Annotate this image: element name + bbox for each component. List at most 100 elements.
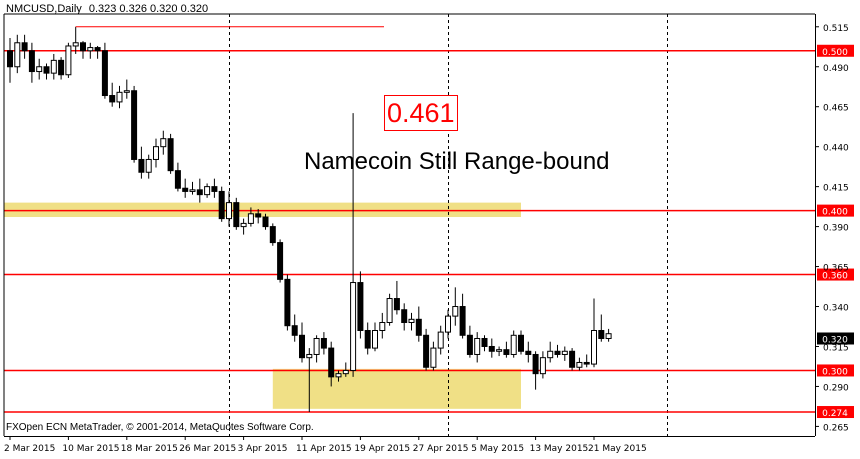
level-tag-0 (817, 44, 854, 57)
candle-body-55 (408, 318, 415, 324)
candle-body-33 (247, 213, 254, 224)
y-tick-label-10: 0.265 (823, 423, 849, 433)
candle-body-13 (101, 50, 108, 97)
current-price-tag (817, 332, 854, 345)
zone-0 (4, 202, 521, 218)
candle-body-6 (50, 59, 57, 74)
candle-body-26 (196, 189, 203, 196)
candle-body-45 (335, 373, 342, 378)
candle-body-43 (320, 337, 327, 349)
candle-body-75 (554, 350, 561, 355)
candle-body-72 (532, 353, 539, 375)
symbol-label: NMCUSD,Daily (6, 3, 82, 15)
candle-body-19 (145, 158, 152, 173)
x-tick-label-8: 5 May 2015 (471, 444, 524, 454)
candle-body-17 (131, 90, 138, 160)
candle-body-30 (226, 202, 232, 220)
level-tag-label-2: 0.360 (822, 272, 848, 282)
candle-body-52 (386, 298, 393, 324)
candle-body-47 (350, 282, 357, 371)
candle-body-73 (539, 357, 546, 375)
x-tick-label-4: 3 Apr 2015 (238, 444, 288, 454)
candle-body-16 (123, 90, 130, 93)
candle-body-68 (503, 349, 510, 355)
candle-body-44 (328, 347, 335, 378)
candle-body-57 (423, 334, 430, 368)
x-tick-label-7: 27 Apr 2015 (413, 444, 469, 454)
candle-body-23 (174, 170, 181, 189)
candle-body-9 (72, 42, 79, 47)
y-tick-label-5: 0.390 (823, 224, 849, 234)
candle-body-58 (430, 347, 437, 368)
candle-body-63 (466, 334, 473, 355)
y-tick-label-1: 0.490 (823, 64, 849, 74)
level-tag-4 (817, 406, 854, 419)
candle-body-64 (474, 337, 481, 355)
candle-body-70 (518, 334, 524, 352)
candle-body-15 (116, 91, 123, 103)
candle-body-48 (357, 282, 364, 331)
candle-body-76 (561, 350, 568, 355)
candle-body-25 (189, 189, 196, 192)
candle-body-31 (233, 202, 240, 228)
level-tag-label-1: 0.400 (822, 208, 848, 218)
candle-body-1 (14, 42, 21, 68)
candle-body-0 (7, 50, 13, 68)
high-callout: 0.461 (384, 95, 458, 131)
x-tick-label-3: 26 Mar 2015 (179, 444, 236, 454)
candle-body-12 (94, 47, 101, 52)
candle-body-29 (218, 190, 225, 220)
candle-body-79 (583, 361, 590, 365)
level-tag-2 (817, 268, 854, 281)
candle-body-60 (445, 315, 451, 333)
candle-body-34 (255, 213, 262, 218)
candle-body-65 (481, 337, 488, 347)
x-tick-label-2: 18 Mar 2015 (121, 444, 178, 454)
candle-body-81 (598, 330, 605, 339)
candle-body-77 (569, 350, 576, 368)
candle-body-18 (138, 158, 145, 173)
candle-body-27 (204, 186, 211, 196)
candle-body-32 (240, 222, 247, 228)
candle-body-80 (591, 330, 597, 365)
ohlc-values: 0.323 0.326 0.320 0.320 (88, 3, 209, 15)
candle-body-62 (459, 306, 466, 336)
level-tag-label-4: 0.274 (822, 409, 848, 419)
candle-body-78 (576, 361, 583, 368)
y-tick-label-3: 0.440 (823, 144, 849, 154)
y-tick-label-7: 0.340 (823, 304, 849, 314)
y-tick-label-6: 0.365 (823, 264, 849, 274)
candle-body-67 (496, 349, 503, 352)
candle-body-11 (87, 47, 94, 52)
level-tag-3 (817, 364, 854, 377)
candle-body-50 (372, 330, 378, 349)
chart-header: NMCUSD,Daily 0.323 0.326 0.320 0.320 (6, 3, 208, 15)
y-tick-label-9: 0.290 (823, 383, 849, 393)
candle-body-21 (160, 138, 167, 148)
candle-body-53 (393, 298, 400, 311)
copyright-footer: FXOpen ECN MetaTrader, © 2001-2014, Meta… (6, 422, 314, 433)
candle-body-36 (269, 226, 276, 244)
chart-title: Namecoin Still Range-bound (304, 148, 610, 175)
candle-body-69 (510, 334, 517, 355)
level-tag-label-0: 0.500 (822, 48, 848, 58)
current-price-label: 0.320 (822, 335, 848, 345)
candle-body-56 (415, 318, 422, 336)
level-tag-1 (817, 204, 854, 217)
candle-body-71 (525, 350, 532, 355)
candle-body-41 (306, 353, 313, 359)
candle-body-8 (65, 45, 72, 76)
level-tag-label-3: 0.300 (822, 367, 848, 377)
candle-body-46 (342, 369, 349, 375)
y-tick-label-8: 0.315 (823, 343, 849, 353)
candle-body-14 (109, 95, 116, 103)
candle-body-59 (437, 331, 444, 349)
candle-body-39 (291, 325, 298, 336)
x-tick-label-6: 19 Apr 2015 (354, 444, 410, 454)
y-tick-label-4: 0.415 (823, 184, 849, 194)
candle-body-24 (182, 187, 189, 192)
candle-body-10 (80, 42, 86, 52)
x-tick-label-5: 11 Apr 2015 (296, 444, 352, 454)
